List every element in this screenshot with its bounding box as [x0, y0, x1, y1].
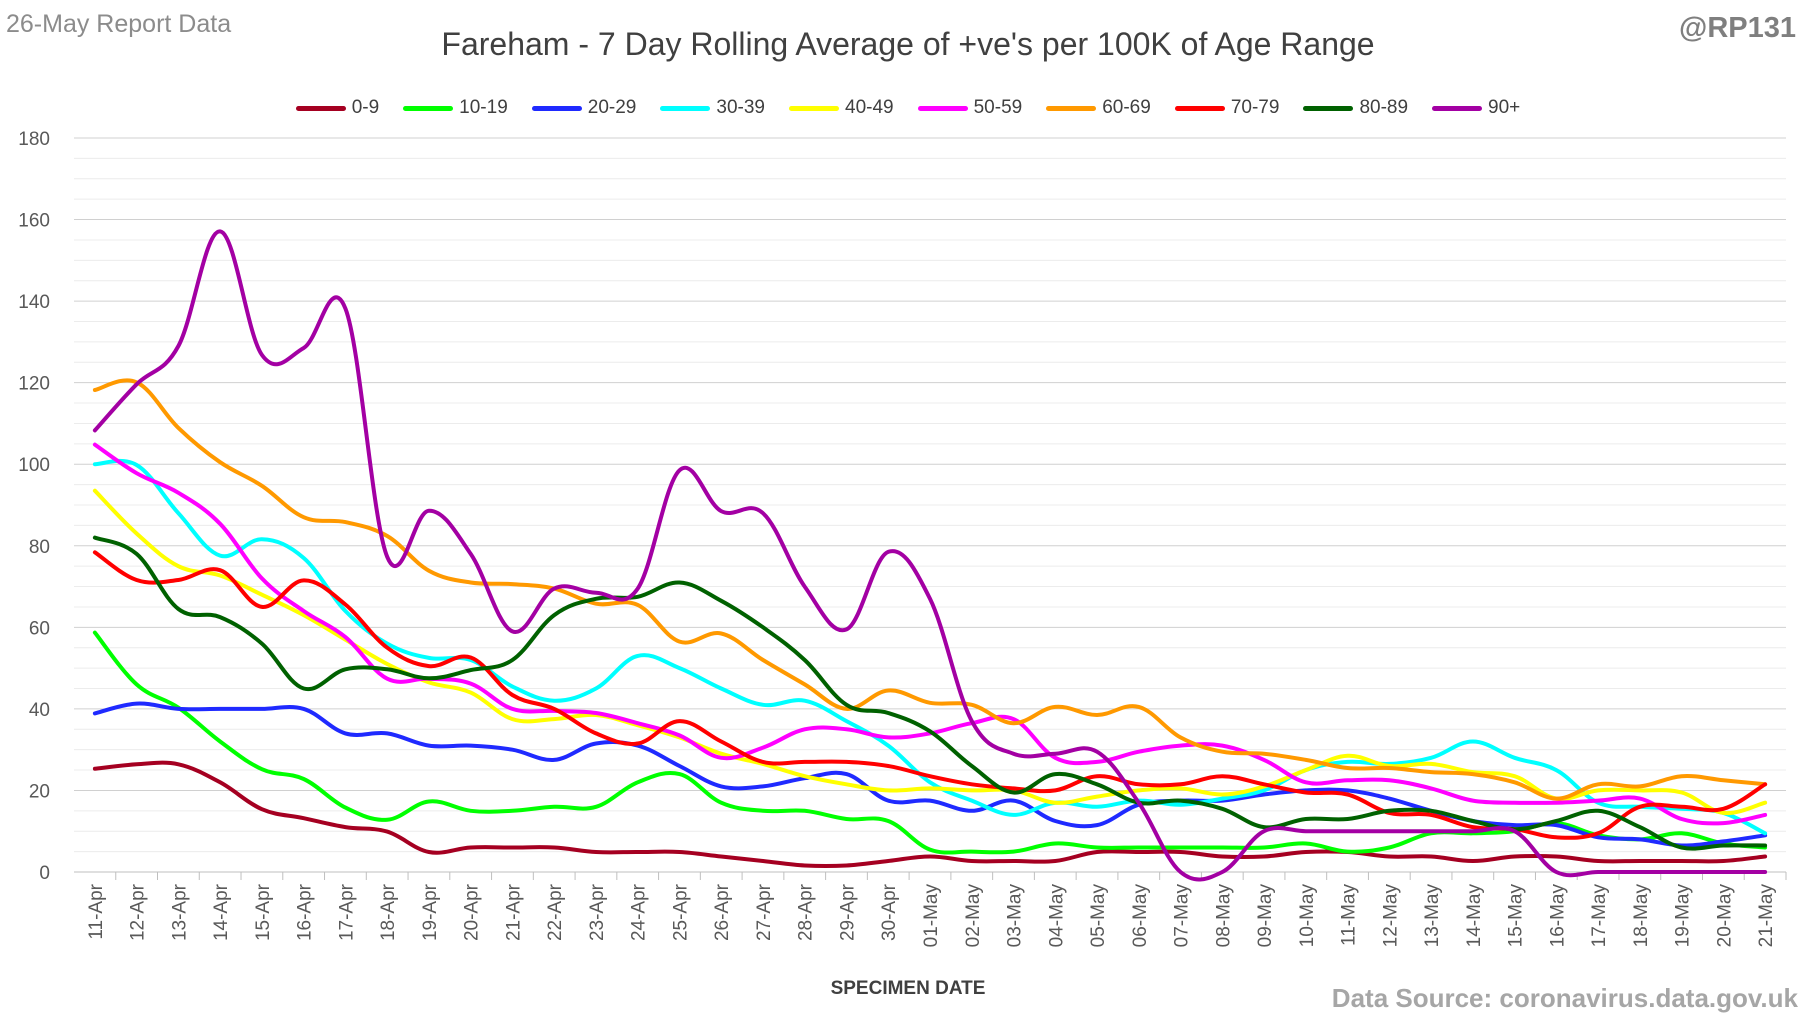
legend-item: 20-29 — [531, 97, 637, 119]
x-tick-label: 27-Apr — [754, 883, 775, 941]
legend-label: 30-39 — [716, 97, 765, 118]
x-tick-label: 23-Apr — [587, 883, 608, 941]
y-tick-label: 140 — [18, 292, 50, 313]
x-tick-label: 25-Apr — [670, 883, 691, 941]
x-tick-label: 05-May — [1088, 884, 1109, 948]
legend-item: 0-9 — [295, 97, 380, 119]
legend-swatch — [660, 105, 711, 111]
x-tick-label: 26-Apr — [712, 883, 733, 941]
x-tick-label: 28-Apr — [796, 883, 817, 941]
x-tick-label: 10-May — [1297, 884, 1318, 948]
legend-item: 80-89 — [1303, 97, 1408, 119]
legend-swatch — [295, 105, 346, 111]
legend-label: 80-89 — [1359, 97, 1409, 118]
x-tick-label: 13-May — [1422, 884, 1443, 948]
x-tick-label: 24-Apr — [629, 883, 650, 941]
legend-swatch — [403, 105, 454, 111]
x-tick-label: 29-Apr — [837, 883, 858, 941]
x-tick-label: 11-May — [1339, 884, 1360, 946]
x-tick-label: 30-Apr — [879, 883, 900, 941]
x-tick-label: 09-May — [1255, 884, 1276, 948]
x-tick-label: 14-May — [1464, 884, 1485, 948]
legend-item: 30-39 — [660, 97, 765, 119]
x-tick-label: 11-Apr — [86, 883, 107, 939]
x-tick-label: 20-May — [1714, 884, 1735, 948]
x-tick-label: 12-May — [1380, 884, 1401, 948]
chart-title: Fareham - 7 Day Rolling Average of +ve's… — [441, 26, 1375, 62]
x-tick-label: 14-Apr — [211, 883, 232, 941]
x-tick-label: 17-May — [1589, 884, 1610, 948]
series-line-60-69 — [92, 378, 1768, 801]
legend-label: 40-49 — [845, 97, 894, 118]
legend-item: 50-59 — [917, 97, 1023, 119]
x-tick-label: 13-Apr — [169, 883, 190, 941]
x-tick-label: 17-Apr — [336, 883, 357, 941]
legend-swatch — [1046, 105, 1097, 111]
x-tick-label: 21-May — [1756, 884, 1777, 948]
series-line-80-89 — [92, 535, 1768, 851]
legend-swatch — [531, 105, 582, 111]
x-tick-label: 02-May — [963, 884, 984, 948]
y-tick-label: 40 — [29, 700, 50, 721]
x-tick-label: 08-May — [1213, 884, 1234, 948]
legend-item: 70-79 — [1174, 97, 1280, 119]
report-date-label: 26-May Report Data — [6, 10, 232, 38]
x-tick-label: 03-May — [1005, 884, 1026, 948]
legend-label: 70-79 — [1230, 97, 1280, 118]
legend-item: 40-49 — [789, 97, 894, 119]
legend-label: 10-19 — [459, 97, 508, 118]
series-line-90 — [92, 229, 1768, 882]
author-handle: @RP131 — [1679, 12, 1796, 44]
series-line-30-39 — [92, 458, 1768, 836]
y-tick-label: 60 — [29, 618, 50, 639]
legend-swatch — [1174, 105, 1225, 111]
x-tick-label: 16-Apr — [295, 883, 316, 941]
x-axis-title: SPECIMEN DATE — [830, 978, 986, 999]
legend-swatch — [1303, 105, 1354, 111]
x-tick-label: 22-Apr — [545, 883, 566, 941]
legend-swatch — [789, 105, 839, 111]
data-source-credit: Data Source: coronavirus.data.gov.uk — [1331, 983, 1798, 1013]
legend-label: 0-9 — [351, 97, 380, 118]
y-tick-label: 0 — [39, 863, 50, 884]
y-tick-label: 20 — [29, 781, 50, 802]
x-tick-label: 20-Apr — [462, 883, 483, 941]
series-line-40-49 — [92, 488, 1768, 816]
x-tick-label: 18-May — [1631, 884, 1652, 948]
series-line-10-19 — [92, 630, 1768, 855]
legend-swatch — [1432, 105, 1483, 111]
legend-item: 10-19 — [403, 97, 508, 119]
x-tick-label: 21-Apr — [503, 883, 524, 941]
legend-item: 60-69 — [1046, 97, 1151, 119]
x-tick-label: 06-May — [1130, 884, 1151, 948]
x-tick-label: 07-May — [1172, 884, 1193, 948]
series-line-50-59 — [92, 442, 1768, 826]
legend-label: 60-69 — [1102, 97, 1151, 118]
y-tick-label: 180 — [18, 129, 50, 150]
x-tick-label: 16-May — [1547, 884, 1568, 948]
chart-legend: 0-9 10-19 20-29 30-39 40-49 50-59 60-69 70-79 80… — [0, 97, 1816, 119]
x-tick-label: 04-May — [1046, 884, 1067, 948]
legend-label: 50-59 — [973, 97, 1023, 118]
x-tick-label: 15-May — [1506, 884, 1527, 948]
series-line-0-9 — [92, 760, 1768, 869]
x-tick-label: 12-Apr — [128, 883, 149, 941]
legend-label: 90+ — [1488, 97, 1521, 118]
y-tick-label: 80 — [29, 537, 50, 558]
legend-swatch — [917, 105, 968, 111]
y-tick-label: 120 — [18, 374, 50, 395]
x-tick-label: 19-Apr — [420, 883, 441, 941]
x-tick-label: 01-May — [921, 884, 942, 948]
y-tick-label: 160 — [18, 211, 50, 232]
x-tick-label: 15-Apr — [253, 883, 274, 941]
x-tick-label: 18-Apr — [378, 883, 399, 941]
legend-label: 20-29 — [587, 97, 637, 118]
x-tick-label: 19-May — [1673, 884, 1694, 948]
y-tick-label: 100 — [18, 455, 50, 476]
legend-item: 90+ — [1432, 97, 1520, 119]
